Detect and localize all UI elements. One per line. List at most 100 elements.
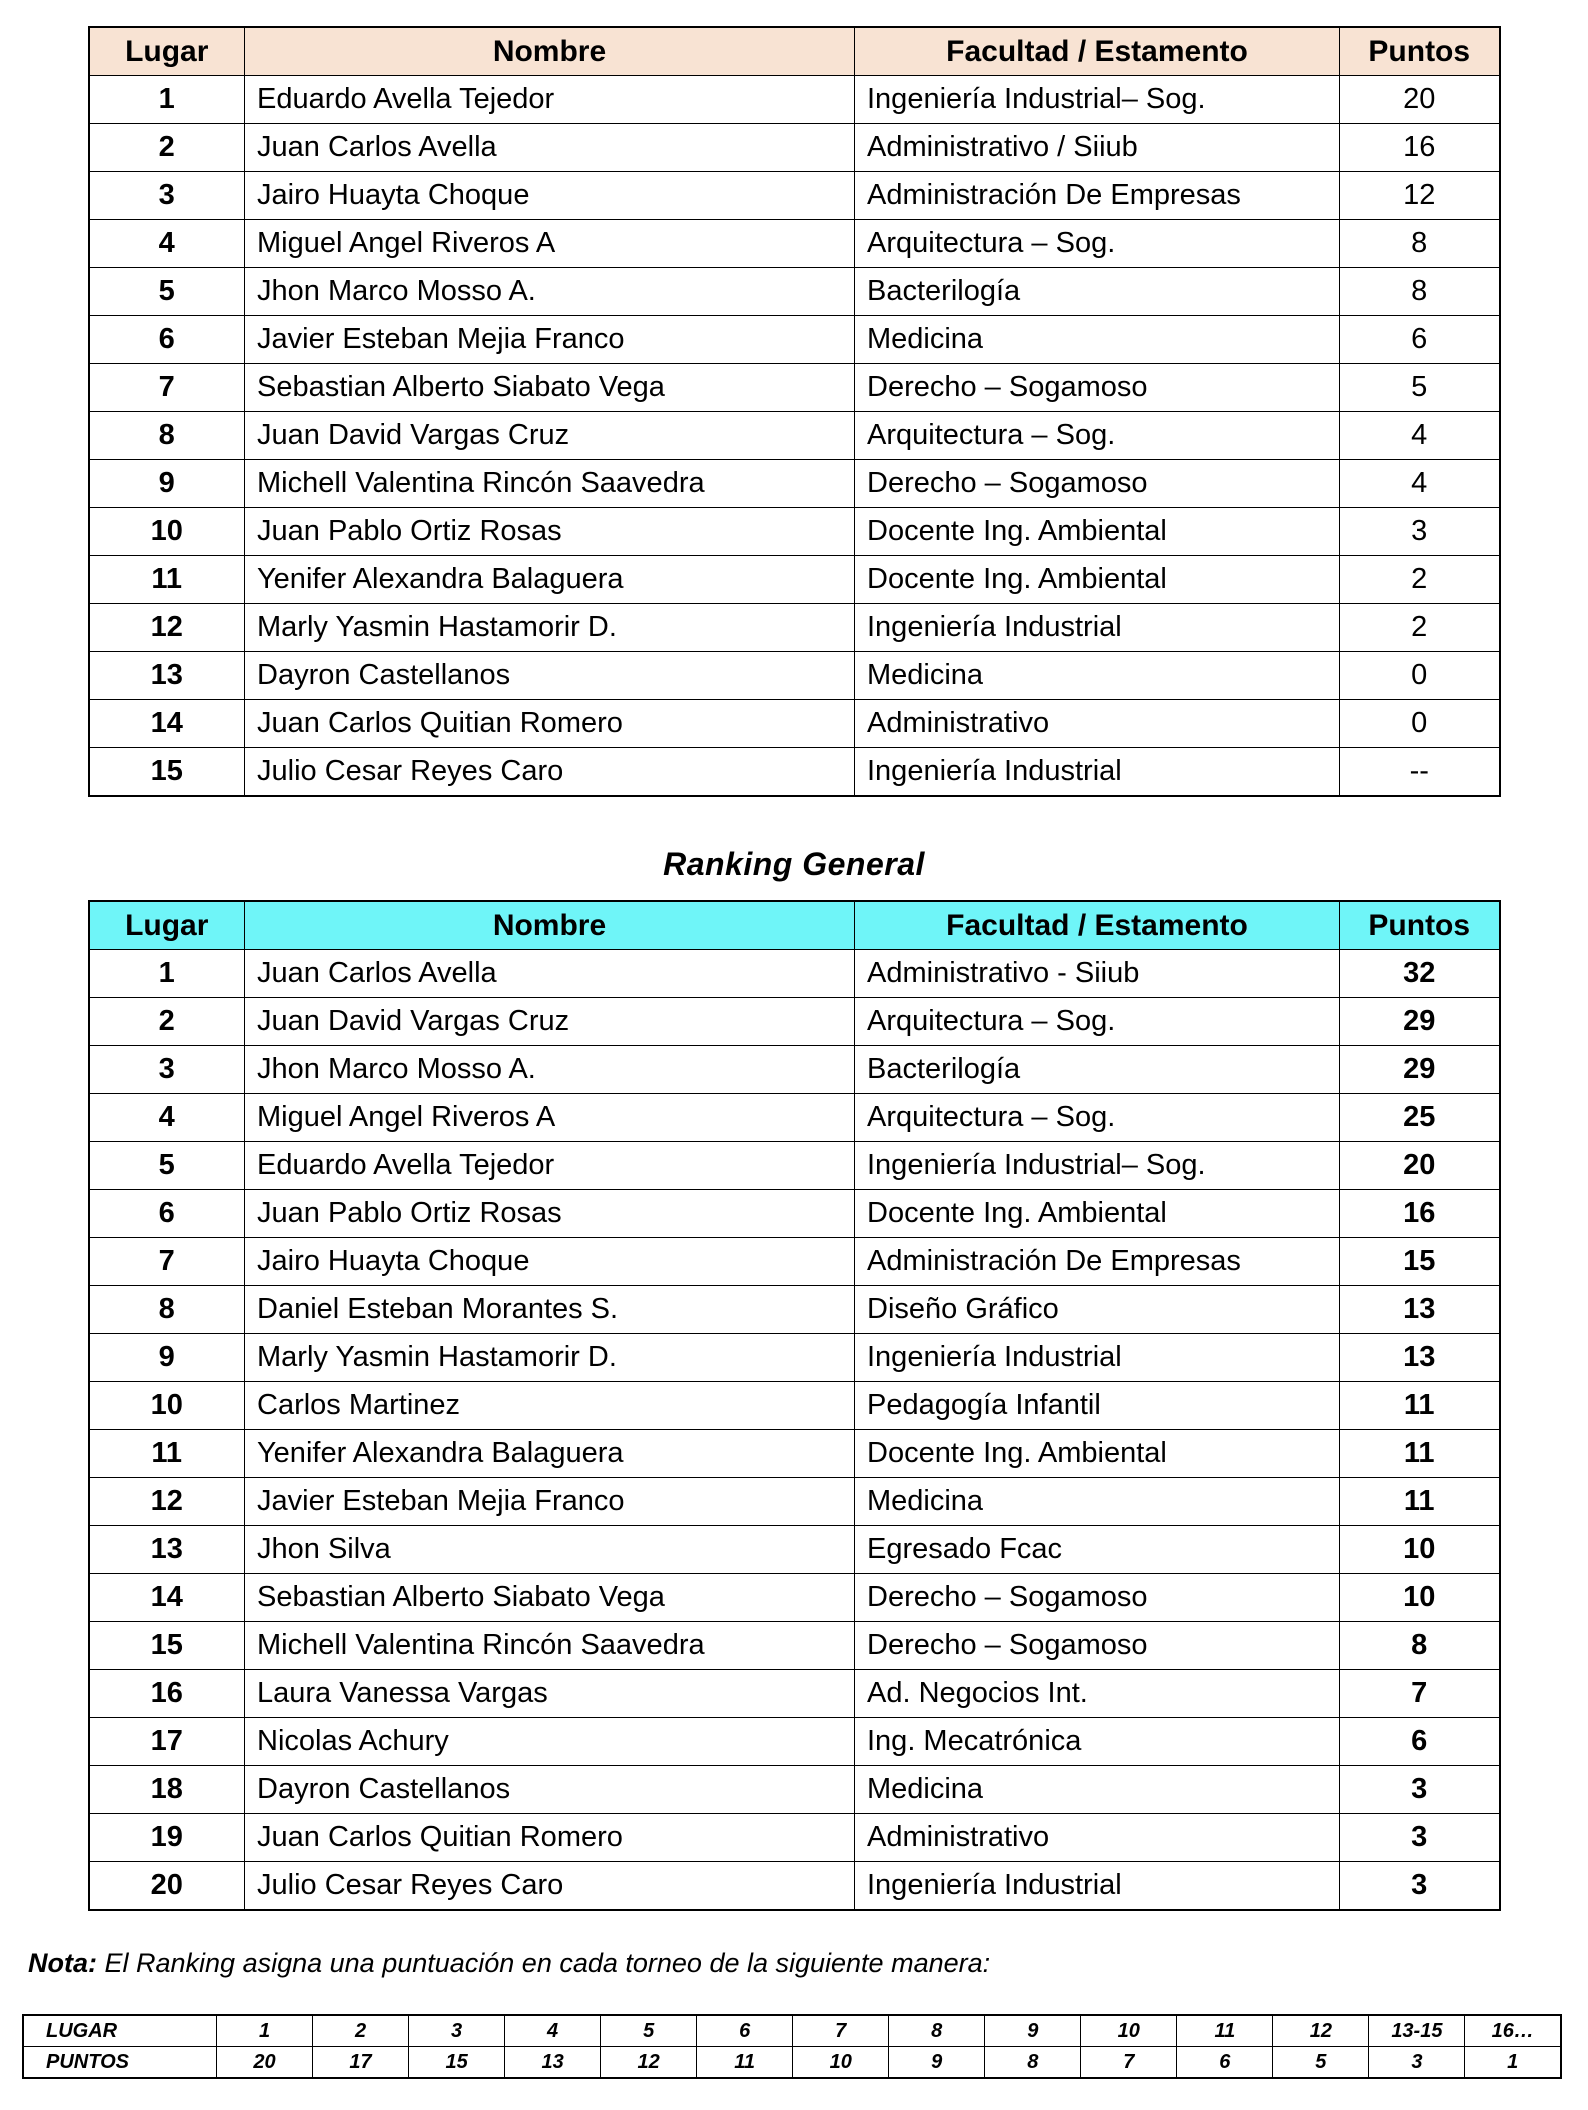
tournament-results-table: Lugar Nombre Facultad / Estamento Puntos… [87, 26, 1501, 797]
cell-facultad: Docente Ing. Ambiental [854, 1189, 1340, 1238]
scale-points-cell: 9 [888, 2046, 986, 2079]
general-table-head: Lugar Nombre Facultad / Estamento Puntos [88, 900, 1500, 950]
tournament-table-body: 1 Eduardo Avella Tejedor Ingeniería Indust… [88, 75, 1500, 797]
table-row: 8 Juan David Vargas Cruz Arquitectura – So… [88, 411, 1500, 460]
cell-nombre: Javier Esteban Mejia Franco [244, 315, 855, 364]
table-row: 16 Laura Vanessa Vargas Ad. Negocios Int. 7 [88, 1669, 1500, 1718]
cell-facultad: Docente Ing. Ambiental [854, 555, 1340, 604]
cell-lugar: 19 [88, 1813, 245, 1862]
cell-puntos: 3 [1339, 1861, 1500, 1911]
cell-nombre: Dayron Castellanos [244, 1765, 855, 1814]
scale-place-cell: 16… [1464, 2014, 1562, 2047]
cell-lugar: 3 [88, 1045, 245, 1094]
cell-puntos: 13 [1339, 1285, 1500, 1334]
general-table-body: 1 Juan Carlos Avella Administrativo - Siiu… [88, 949, 1500, 1911]
table-row: 5 Eduardo Avella Tejedor Ingeniería Indust… [88, 1141, 1500, 1190]
cell-lugar: 15 [88, 1621, 245, 1670]
scale-place-cell: 13-15 [1368, 2014, 1466, 2047]
cell-puntos: 5 [1339, 363, 1500, 412]
scale-place-cell: 2 [312, 2014, 410, 2047]
cell-nombre: Miguel Angel Riveros A [244, 1093, 855, 1142]
cell-facultad: Administración De Empresas [854, 171, 1340, 220]
scale-row: PUNTOS 20 17 15 13 12 11 10 9 8 7 6 5 3 1 [22, 2046, 1562, 2079]
scale-place-cell: 6 [696, 2014, 794, 2047]
scale-points-cell: 8 [984, 2046, 1082, 2079]
cell-lugar: 9 [88, 1333, 245, 1382]
cell-facultad: Arquitectura – Sog. [854, 219, 1340, 268]
cell-facultad: Administrativo [854, 1813, 1340, 1862]
scale-row-label-puntos: PUNTOS [22, 2046, 217, 2079]
cell-puntos: 8 [1339, 219, 1500, 268]
cell-nombre: Daniel Esteban Morantes S. [244, 1285, 855, 1334]
cell-facultad: Derecho – Sogamoso [854, 363, 1340, 412]
cell-facultad: Arquitectura – Sog. [854, 411, 1340, 460]
cell-nombre: Carlos Martinez [244, 1381, 855, 1430]
cell-facultad: Pedagogía Infantil [854, 1381, 1340, 1430]
cell-puntos: 0 [1339, 699, 1500, 748]
cell-puntos: 13 [1339, 1333, 1500, 1382]
cell-puntos: 3 [1339, 1813, 1500, 1862]
table-row: 7 Jairo Huayta Choque Administración De Em… [88, 1237, 1500, 1286]
table-row: 17 Nicolas Achury Ing. Mecatrónica 6 [88, 1717, 1500, 1766]
cell-facultad: Ingeniería Industrial– Sog. [854, 75, 1340, 124]
cell-puntos: 16 [1339, 123, 1500, 172]
cell-lugar: 4 [88, 219, 245, 268]
cell-facultad: Diseño Gráfico [854, 1285, 1340, 1334]
cell-nombre: Jhon Silva [244, 1525, 855, 1574]
cell-puntos: 29 [1339, 997, 1500, 1046]
cell-facultad: Administrativo [854, 699, 1340, 748]
cell-facultad: Ingeniería Industrial [854, 1861, 1340, 1911]
table-row: 1 Juan Carlos Avella Administrativo - Siiu… [88, 949, 1500, 998]
cell-nombre: Miguel Angel Riveros A [244, 219, 855, 268]
cell-lugar: 1 [88, 75, 245, 124]
cell-puntos: 11 [1339, 1429, 1500, 1478]
table-header-row: Lugar Nombre Facultad / Estamento Puntos [88, 900, 1500, 950]
cell-facultad: Docente Ing. Ambiental [854, 507, 1340, 556]
cell-lugar: 6 [88, 1189, 245, 1238]
scale-place-cell: 9 [984, 2014, 1082, 2047]
cell-facultad: Ingeniería Industrial [854, 603, 1340, 652]
table-row: 10 Juan Pablo Ortiz Rosas Docente Ing. Amb… [88, 507, 1500, 556]
cell-nombre: Juan Carlos Quitian Romero [244, 699, 855, 748]
cell-lugar: 1 [88, 949, 245, 998]
table-row: 3 Jairo Huayta Choque Administración De Em… [88, 171, 1500, 220]
table-row: 9 Marly Yasmin Hastamorir D. Ingeniería In… [88, 1333, 1500, 1382]
table-header-row: Lugar Nombre Facultad / Estamento Puntos [88, 26, 1500, 76]
cell-nombre: Jhon Marco Mosso A. [244, 267, 855, 316]
column-header-nombre: Nombre [244, 900, 855, 950]
scale-points-cell: 20 [215, 2046, 314, 2079]
cell-facultad: Derecho – Sogamoso [854, 1573, 1340, 1622]
cell-nombre: Yenifer Alexandra Balaguera [244, 555, 855, 604]
table-row: 14 Juan Carlos Quitian Romero Administrati… [88, 699, 1500, 748]
cell-lugar: 16 [88, 1669, 245, 1718]
cell-lugar: 7 [88, 1237, 245, 1286]
cell-puntos: 10 [1339, 1573, 1500, 1622]
cell-lugar: 2 [88, 997, 245, 1046]
cell-facultad: Derecho – Sogamoso [854, 459, 1340, 508]
cell-puntos: 25 [1339, 1093, 1500, 1142]
cell-nombre: Marly Yasmin Hastamorir D. [244, 1333, 855, 1382]
cell-puntos: 11 [1339, 1381, 1500, 1430]
scale-row: LUGAR 1 2 3 4 5 6 7 8 9 10 11 12 13-15 16… [22, 2014, 1562, 2047]
cell-nombre: Marly Yasmin Hastamorir D. [244, 603, 855, 652]
table-row: 4 Miguel Angel Riveros A Arquitectura – So… [88, 1093, 1500, 1142]
scale-points-cell: 10 [792, 2046, 890, 2079]
cell-facultad: Ingeniería Industrial– Sog. [854, 1141, 1340, 1190]
table-row: 5 Jhon Marco Mosso A. Bacterilogía 8 [88, 267, 1500, 316]
cell-puntos: 6 [1339, 1717, 1500, 1766]
cell-lugar: 6 [88, 315, 245, 364]
cell-lugar: 9 [88, 459, 245, 508]
cell-lugar: 10 [88, 507, 245, 556]
cell-lugar: 20 [88, 1861, 245, 1911]
cell-nombre: Eduardo Avella Tejedor [244, 1141, 855, 1190]
cell-facultad: Derecho – Sogamoso [854, 1621, 1340, 1670]
cell-puntos: 32 [1339, 949, 1500, 998]
scale-place-cell: 10 [1080, 2014, 1178, 2047]
cell-lugar: 7 [88, 363, 245, 412]
cell-nombre: Yenifer Alexandra Balaguera [244, 1429, 855, 1478]
column-header-lugar: Lugar [88, 900, 245, 950]
cell-lugar: 8 [88, 411, 245, 460]
cell-nombre: Juan Pablo Ortiz Rosas [244, 507, 855, 556]
cell-puntos: 10 [1339, 1525, 1500, 1574]
